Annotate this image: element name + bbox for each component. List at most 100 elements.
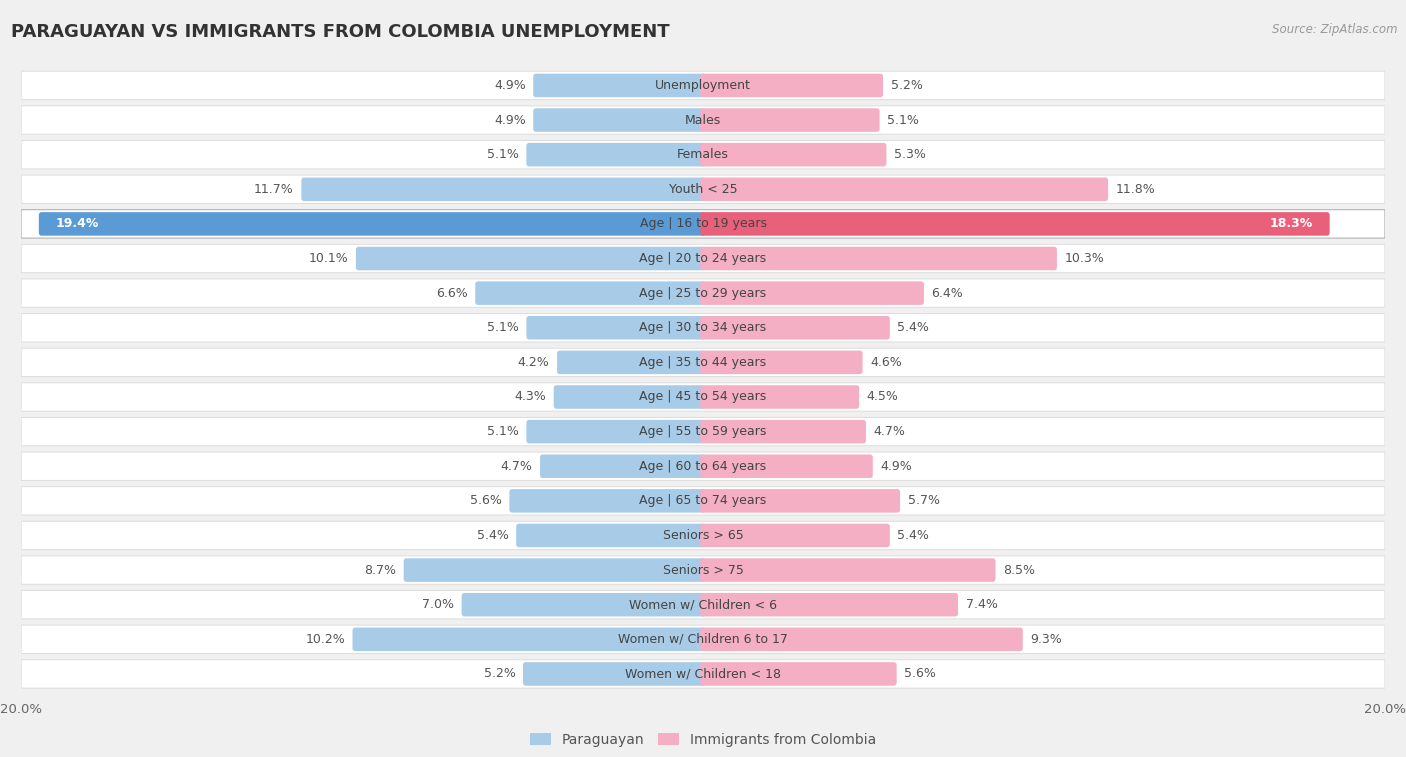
FancyBboxPatch shape: [700, 143, 886, 167]
Text: 5.6%: 5.6%: [470, 494, 502, 507]
FancyBboxPatch shape: [21, 487, 1385, 515]
Text: 5.1%: 5.1%: [486, 425, 519, 438]
Text: 4.5%: 4.5%: [866, 391, 898, 403]
FancyBboxPatch shape: [700, 350, 862, 374]
Text: Males: Males: [685, 114, 721, 126]
Text: Age | 60 to 64 years: Age | 60 to 64 years: [640, 459, 766, 472]
Text: 4.9%: 4.9%: [494, 114, 526, 126]
Text: Youth < 25: Youth < 25: [669, 182, 737, 196]
Text: 4.3%: 4.3%: [515, 391, 546, 403]
Text: Age | 45 to 54 years: Age | 45 to 54 years: [640, 391, 766, 403]
FancyBboxPatch shape: [356, 247, 706, 270]
FancyBboxPatch shape: [557, 350, 706, 374]
Text: PARAGUAYAN VS IMMIGRANTS FROM COLOMBIA UNEMPLOYMENT: PARAGUAYAN VS IMMIGRANTS FROM COLOMBIA U…: [11, 23, 669, 41]
Text: 10.3%: 10.3%: [1064, 252, 1104, 265]
Text: Age | 65 to 74 years: Age | 65 to 74 years: [640, 494, 766, 507]
Text: 4.9%: 4.9%: [494, 79, 526, 92]
FancyBboxPatch shape: [700, 489, 900, 512]
FancyBboxPatch shape: [700, 454, 873, 478]
FancyBboxPatch shape: [21, 348, 1385, 376]
Text: 4.2%: 4.2%: [517, 356, 550, 369]
Text: 5.3%: 5.3%: [894, 148, 925, 161]
Text: 8.5%: 8.5%: [1002, 563, 1035, 577]
FancyBboxPatch shape: [21, 452, 1385, 481]
Text: 5.4%: 5.4%: [897, 529, 929, 542]
Text: 5.6%: 5.6%: [904, 668, 936, 681]
FancyBboxPatch shape: [700, 73, 883, 97]
FancyBboxPatch shape: [700, 420, 866, 444]
Text: 7.4%: 7.4%: [966, 598, 997, 611]
Text: Age | 25 to 29 years: Age | 25 to 29 years: [640, 287, 766, 300]
FancyBboxPatch shape: [21, 417, 1385, 446]
Text: 5.1%: 5.1%: [486, 321, 519, 335]
FancyBboxPatch shape: [21, 625, 1385, 653]
FancyBboxPatch shape: [39, 212, 706, 235]
Text: 4.9%: 4.9%: [880, 459, 912, 472]
Text: Source: ZipAtlas.com: Source: ZipAtlas.com: [1272, 23, 1398, 36]
FancyBboxPatch shape: [533, 73, 706, 97]
FancyBboxPatch shape: [700, 247, 1057, 270]
Text: Seniors > 75: Seniors > 75: [662, 563, 744, 577]
FancyBboxPatch shape: [461, 593, 706, 616]
Text: 19.4%: 19.4%: [55, 217, 98, 230]
FancyBboxPatch shape: [404, 559, 706, 582]
FancyBboxPatch shape: [353, 628, 706, 651]
FancyBboxPatch shape: [540, 454, 706, 478]
Text: 10.1%: 10.1%: [309, 252, 349, 265]
FancyBboxPatch shape: [21, 245, 1385, 273]
FancyBboxPatch shape: [700, 385, 859, 409]
FancyBboxPatch shape: [526, 316, 706, 340]
Text: 4.7%: 4.7%: [873, 425, 905, 438]
FancyBboxPatch shape: [700, 524, 890, 547]
Text: 4.7%: 4.7%: [501, 459, 533, 472]
FancyBboxPatch shape: [21, 383, 1385, 411]
Text: 5.4%: 5.4%: [477, 529, 509, 542]
FancyBboxPatch shape: [554, 385, 706, 409]
Text: Women w/ Children < 6: Women w/ Children < 6: [628, 598, 778, 611]
FancyBboxPatch shape: [475, 282, 706, 305]
FancyBboxPatch shape: [700, 559, 995, 582]
Text: Unemployment: Unemployment: [655, 79, 751, 92]
Text: Age | 35 to 44 years: Age | 35 to 44 years: [640, 356, 766, 369]
FancyBboxPatch shape: [526, 420, 706, 444]
FancyBboxPatch shape: [21, 106, 1385, 134]
Text: 5.4%: 5.4%: [897, 321, 929, 335]
Text: Seniors > 65: Seniors > 65: [662, 529, 744, 542]
FancyBboxPatch shape: [21, 141, 1385, 169]
FancyBboxPatch shape: [21, 660, 1385, 688]
FancyBboxPatch shape: [21, 313, 1385, 342]
FancyBboxPatch shape: [533, 108, 706, 132]
Text: 5.2%: 5.2%: [890, 79, 922, 92]
FancyBboxPatch shape: [700, 108, 880, 132]
Text: Age | 55 to 59 years: Age | 55 to 59 years: [640, 425, 766, 438]
Text: Age | 30 to 34 years: Age | 30 to 34 years: [640, 321, 766, 335]
Text: Women w/ Children < 18: Women w/ Children < 18: [626, 668, 780, 681]
Text: 5.7%: 5.7%: [908, 494, 939, 507]
Text: Age | 20 to 24 years: Age | 20 to 24 years: [640, 252, 766, 265]
Text: 10.2%: 10.2%: [305, 633, 344, 646]
Text: 5.1%: 5.1%: [887, 114, 920, 126]
Legend: Paraguayan, Immigrants from Colombia: Paraguayan, Immigrants from Colombia: [524, 727, 882, 752]
FancyBboxPatch shape: [526, 143, 706, 167]
Text: 9.3%: 9.3%: [1031, 633, 1062, 646]
FancyBboxPatch shape: [509, 489, 706, 512]
FancyBboxPatch shape: [700, 628, 1022, 651]
FancyBboxPatch shape: [21, 175, 1385, 204]
FancyBboxPatch shape: [301, 178, 706, 201]
FancyBboxPatch shape: [21, 590, 1385, 619]
Text: 5.2%: 5.2%: [484, 668, 516, 681]
Text: Women w/ Children 6 to 17: Women w/ Children 6 to 17: [619, 633, 787, 646]
FancyBboxPatch shape: [700, 178, 1108, 201]
FancyBboxPatch shape: [516, 524, 706, 547]
FancyBboxPatch shape: [700, 593, 957, 616]
Text: 4.6%: 4.6%: [870, 356, 901, 369]
Text: Females: Females: [678, 148, 728, 161]
Text: 11.8%: 11.8%: [1115, 182, 1156, 196]
Text: 11.7%: 11.7%: [254, 182, 294, 196]
Text: 6.4%: 6.4%: [931, 287, 963, 300]
FancyBboxPatch shape: [21, 71, 1385, 100]
Text: Age | 16 to 19 years: Age | 16 to 19 years: [640, 217, 766, 230]
FancyBboxPatch shape: [700, 212, 1330, 235]
FancyBboxPatch shape: [523, 662, 706, 686]
Text: 6.6%: 6.6%: [436, 287, 468, 300]
